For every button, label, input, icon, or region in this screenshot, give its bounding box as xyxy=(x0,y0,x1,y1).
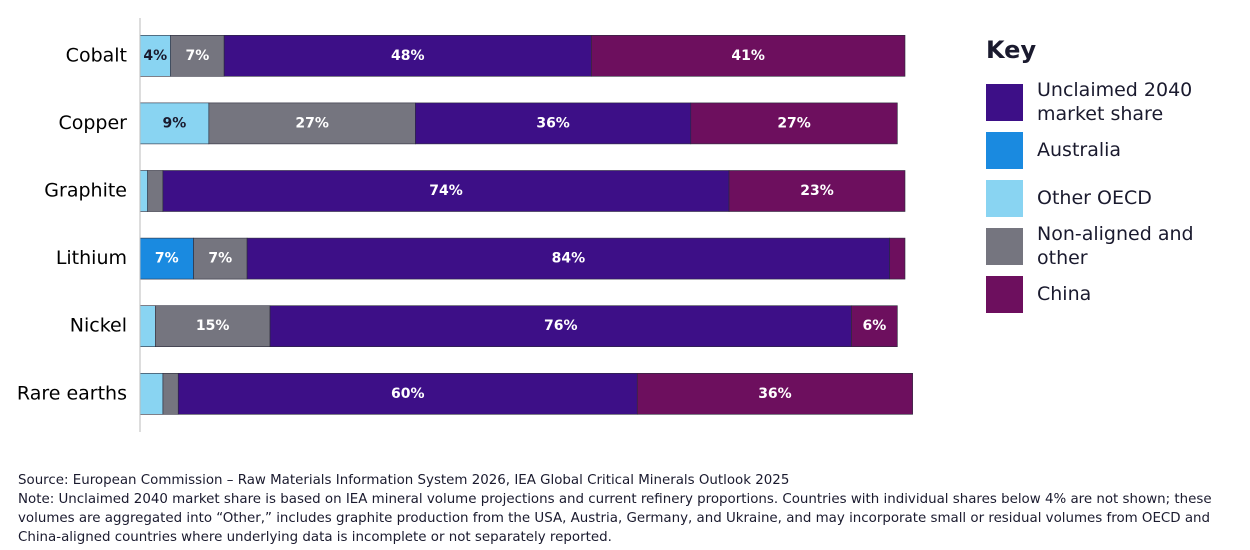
data-label: 9% xyxy=(163,115,187,131)
bar-segment xyxy=(170,34,225,77)
bar-segment xyxy=(139,34,171,77)
data-label: 7% xyxy=(155,251,179,267)
legend-label: Non-aligned and other xyxy=(1037,223,1194,269)
bar-segment xyxy=(269,305,852,348)
legend: Key Unclaimed 2040 market share Australia… xyxy=(986,36,1226,318)
data-label: 36% xyxy=(758,386,792,402)
data-label: 36% xyxy=(536,115,570,131)
bar-segment xyxy=(139,102,210,145)
legend-swatch xyxy=(986,275,1023,313)
data-label: 27% xyxy=(777,115,811,131)
legend-swatch xyxy=(986,131,1023,169)
data-label: 41% xyxy=(731,48,765,64)
footnotes: Source: European Commission – Raw Materi… xyxy=(18,471,1233,547)
legend-swatch xyxy=(986,83,1023,121)
legend-label: Other OECD xyxy=(1037,187,1152,209)
bar-segment xyxy=(208,102,416,145)
data-label: 15% xyxy=(196,318,230,334)
y-tick-label: Nickel xyxy=(70,315,127,337)
note: Note: Unclaimed 2040 market share is bas… xyxy=(18,492,1212,545)
legend-label: Australia xyxy=(1037,139,1122,161)
bar-segment xyxy=(139,170,148,212)
bar-segment xyxy=(193,237,248,280)
bar-segment xyxy=(223,34,592,77)
legend-item: Australia xyxy=(986,126,1226,174)
legend-item: Unclaimed 2040 market share xyxy=(986,78,1226,126)
data-label: 76% xyxy=(544,318,578,334)
data-label: 7% xyxy=(208,251,232,267)
legend-label: China xyxy=(1037,283,1092,305)
legend-swatch xyxy=(986,179,1023,217)
bar-segment xyxy=(690,102,898,145)
data-label: 60% xyxy=(391,386,425,402)
bar-segment xyxy=(139,372,164,415)
bar-segment xyxy=(415,102,692,145)
data-label: 84% xyxy=(552,251,586,267)
bar-segment xyxy=(246,237,890,280)
data-label: 27% xyxy=(295,115,329,131)
bar-segment xyxy=(889,237,906,280)
legend-swatch xyxy=(986,227,1023,265)
legend-item: Other OECD xyxy=(986,174,1226,222)
legend-item: China xyxy=(986,270,1226,318)
chart: Cobalt 4% 7% 48% 41% Copper 9% 27% 36% 27% Graphit… xyxy=(17,18,913,432)
bar-segment xyxy=(147,170,164,212)
y-tick-label: Cobalt xyxy=(66,44,127,66)
y-tick-label: Rare earths xyxy=(17,382,127,404)
legend-title: Key xyxy=(986,36,1037,64)
bar-segment xyxy=(162,170,730,212)
bar-segment xyxy=(177,372,638,415)
bar-segment xyxy=(728,170,906,212)
bar-segment xyxy=(591,34,906,77)
y-tick-label: Lithium xyxy=(56,247,127,269)
legend-label: Unclaimed 2040 market share xyxy=(1037,79,1193,125)
bar-segment xyxy=(636,372,913,415)
data-label: 7% xyxy=(185,48,209,64)
y-tick-label: Graphite xyxy=(44,180,127,202)
bar-segment xyxy=(162,372,179,415)
legend-item: Non-aligned and other xyxy=(986,222,1226,270)
data-label: 48% xyxy=(391,48,425,64)
bar-segment xyxy=(851,305,898,348)
bar-segment xyxy=(139,305,156,348)
source: Source: European Commission – Raw Materi… xyxy=(18,473,790,488)
data-label: 6% xyxy=(863,318,887,334)
y-tick-label: Copper xyxy=(58,112,127,134)
data-label: 23% xyxy=(800,183,834,199)
bar-segment xyxy=(155,305,271,348)
data-label: 4% xyxy=(143,48,167,64)
data-label: 74% xyxy=(429,183,463,199)
